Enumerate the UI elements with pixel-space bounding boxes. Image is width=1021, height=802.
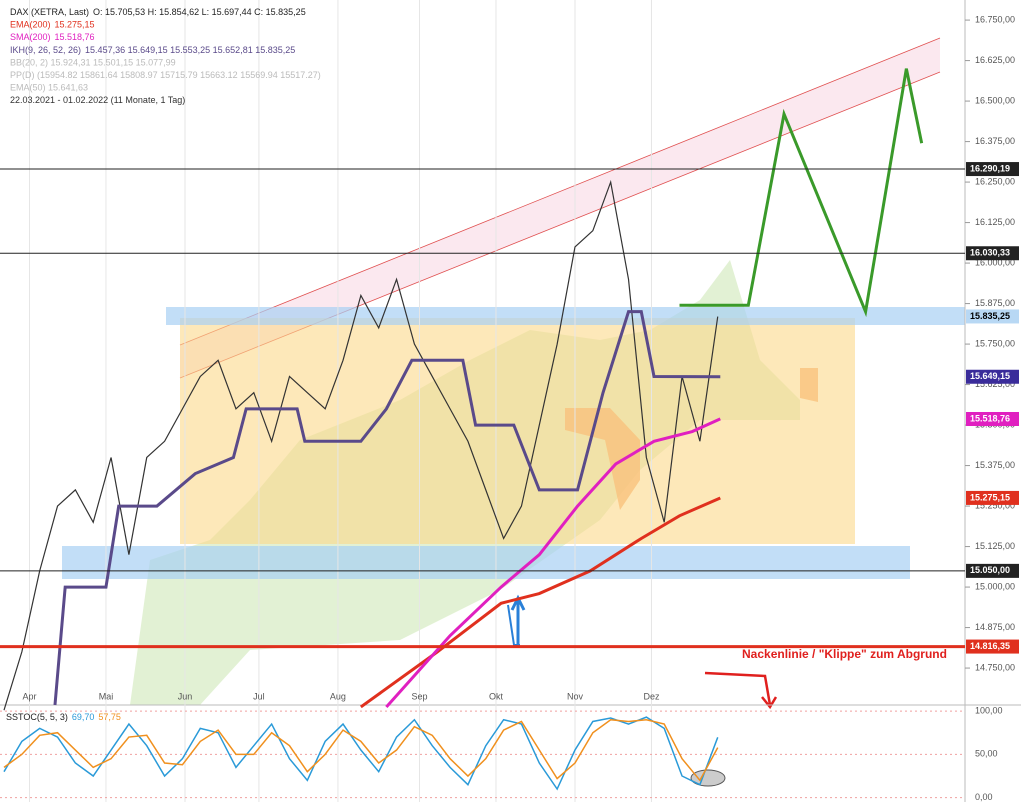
y-tick-label: 15.125,00	[975, 541, 1015, 551]
x-tick-label: Aug	[330, 691, 346, 701]
highlight	[690, 769, 726, 787]
level-box	[966, 411, 1019, 426]
legend-text: PP(D) (15954.82 15861.64 15808.97 15715.…	[10, 70, 321, 80]
legend-text: DAX (XETRA, Last)	[10, 7, 89, 17]
y-tick-label: 16.750,00	[975, 14, 1015, 24]
channel	[180, 38, 940, 378]
arrow-up	[507, 604, 520, 646]
support-zone	[62, 546, 910, 579]
y-tick-label: 16.125,00	[975, 217, 1015, 227]
legend-line: IKH(9, 26, 52, 26) 15.457,36 15.649,15 15…	[10, 45, 295, 55]
y-tick-label: 15.625,00	[975, 379, 1015, 389]
level-label: 15.275,15	[970, 492, 1010, 502]
legend-line: EMA(200) 15.275,15	[10, 20, 95, 30]
level-box	[966, 369, 1019, 384]
forecast-line	[679, 68, 924, 318]
y-tick-label: 0,00	[975, 792, 993, 802]
legend-line: BB(20, 2) 15.924,31 15.501,15 15.077,99	[10, 58, 176, 68]
level-label: 14.816,35	[970, 641, 1010, 651]
legend-text: O: 15.705,53 H: 15.854,62 L: 15.697,44 C…	[93, 7, 306, 17]
legend-text: SSTOC(5, 5, 3)	[6, 712, 68, 722]
legend-text: EMA(200)	[10, 20, 51, 30]
y-tick-label: 16.000,00	[975, 257, 1015, 267]
level-box	[966, 246, 1019, 261]
x-tick-label: Dez	[643, 691, 660, 701]
stoch-line	[3, 718, 719, 782]
level-label: 15.649,15	[970, 371, 1010, 381]
y-tick-label: 15.000,00	[975, 581, 1015, 591]
level-label: 16.290,19	[970, 163, 1010, 173]
level-box	[966, 563, 1019, 578]
legend-text: IKH(9, 26, 52, 26)	[10, 45, 81, 55]
legend-line: SMA(200) 15.518,76	[10, 33, 95, 43]
legend-text: 15.457,36 15.649,15 15.553,25 15.652,81 …	[85, 45, 295, 55]
level-box	[966, 309, 1019, 324]
series-line	[385, 417, 721, 708]
x-tick-label: Okt	[489, 691, 504, 701]
legend-text: 15.518,76	[55, 33, 95, 43]
y-tick-label: 16.250,00	[975, 176, 1015, 186]
legend-line: EMA(50) 15.641,63	[10, 83, 88, 93]
resistance-zone	[166, 307, 965, 325]
y-tick-label: 100,00	[975, 705, 1003, 715]
x-tick-label: Sep	[411, 691, 427, 701]
legend-line: PP(D) (15954.82 15861.64 15808.97 15715.…	[10, 70, 321, 80]
legend-text: 15.275,15	[55, 20, 95, 30]
legend-text: 22.03.2021 - 01.02.2022 (11 Monate, 1 Ta…	[10, 96, 185, 106]
stoch-legend: SSTOC(5, 5, 3) 69,70 57,75	[6, 712, 121, 722]
y-tick-label: 14.875,00	[975, 622, 1015, 632]
x-tick-label: Mai	[99, 691, 114, 701]
y-tick-label: 50,00	[975, 749, 998, 759]
x-tick-label: Jul	[253, 691, 265, 701]
series-line	[3, 179, 719, 711]
legend-text: 57,75	[98, 712, 121, 722]
arrow-down	[704, 671, 778, 710]
x-tick-label: Apr	[22, 691, 36, 701]
legend-text: EMA(50) 15.641,63	[10, 83, 88, 93]
annotation: Nackenlinie / "Klippe" zum Abgrund	[742, 647, 947, 661]
y-tick-label: 15.750,00	[975, 338, 1015, 348]
y-tick-label: 16.500,00	[975, 95, 1015, 105]
level-label: 15.050,00	[970, 565, 1010, 575]
stoch-line	[3, 716, 719, 791]
legend-text: SMA(200)	[10, 33, 51, 43]
x-tick-label: Nov	[567, 691, 584, 701]
y-tick-label: 16.375,00	[975, 136, 1015, 146]
y-tick-label: 15.875,00	[975, 298, 1015, 308]
y-tick-label: 15.250,00	[975, 500, 1015, 510]
level-label: 15.835,25	[970, 311, 1010, 321]
y-tick-label: 16.625,00	[975, 55, 1015, 65]
level-box	[966, 639, 1019, 654]
x-tick-label: Jun	[178, 691, 193, 701]
y-tick-label: 14.750,00	[975, 662, 1015, 672]
legend-line: DAX (XETRA, Last) O: 15.705,53 H: 15.854,…	[10, 7, 306, 17]
level-label: 15.518,76	[970, 413, 1010, 423]
level-label: 16.030,33	[970, 248, 1010, 258]
channel-top	[179, 37, 941, 346]
legend-text: BB(20, 2) 15.924,31 15.501,15 15.077,99	[10, 58, 176, 68]
legend-line: 22.03.2021 - 01.02.2022 (11 Monate, 1 Ta…	[10, 96, 185, 106]
series-line	[359, 496, 721, 709]
legend-text: 69,70	[72, 712, 95, 722]
y-tick-label: 15.375,00	[975, 460, 1015, 470]
level-box	[966, 490, 1019, 505]
series-line	[53, 310, 721, 706]
level-box	[966, 162, 1019, 177]
